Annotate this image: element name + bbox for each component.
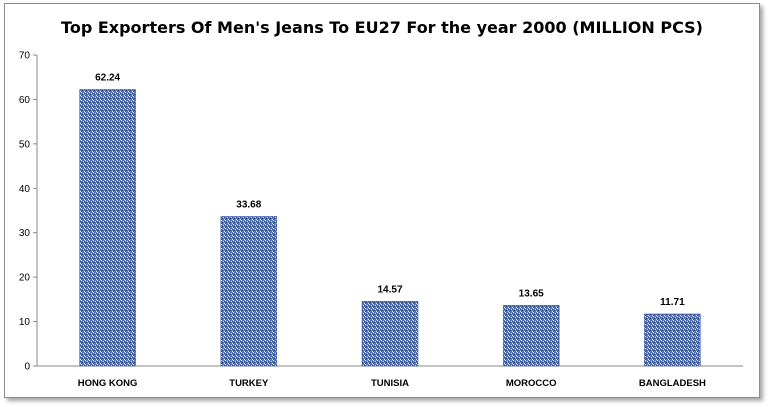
data-label: 13.65 — [519, 288, 544, 299]
y-tick-label: 50 — [19, 139, 31, 150]
y-tick-label: 10 — [19, 317, 31, 328]
x-tick-label: MOROCCO — [506, 378, 557, 389]
x-tick-label: HONG KONG — [78, 378, 138, 389]
bar-chart: 0 10 20 30 40 50 60 70 62.24 HONG KONG 33.68 TURKE… — [19, 51, 743, 389]
y-tick-label: 40 — [19, 184, 31, 195]
bar-morocco — [502, 305, 560, 367]
bar-bangladesh — [644, 313, 701, 367]
bar-hong-kong — [79, 89, 136, 367]
y-tick-label: 0 — [24, 362, 30, 373]
chart-title: Top Exporters Of Men's Jeans To EU27 For… — [61, 18, 703, 37]
y-tick-label: 20 — [19, 273, 31, 284]
x-tick-label: TURKEY — [229, 378, 269, 389]
x-tick-label: TUNISIA — [371, 378, 409, 389]
chart-frame: Top Exporters Of Men's Jeans To EU27 For… — [4, 3, 760, 398]
data-label: 33.68 — [236, 199, 261, 210]
y-tick-label: 30 — [19, 228, 31, 239]
y-tick-label: 70 — [19, 51, 31, 62]
bar-turkey — [220, 216, 278, 367]
data-label: 62.24 — [95, 72, 120, 83]
x-tick-label: BANGLADESH — [639, 378, 706, 389]
y-tick-label: 60 — [19, 95, 31, 106]
bar-tunisia — [361, 301, 419, 367]
data-label: 14.57 — [377, 284, 402, 295]
data-label: 11.71 — [660, 297, 685, 308]
